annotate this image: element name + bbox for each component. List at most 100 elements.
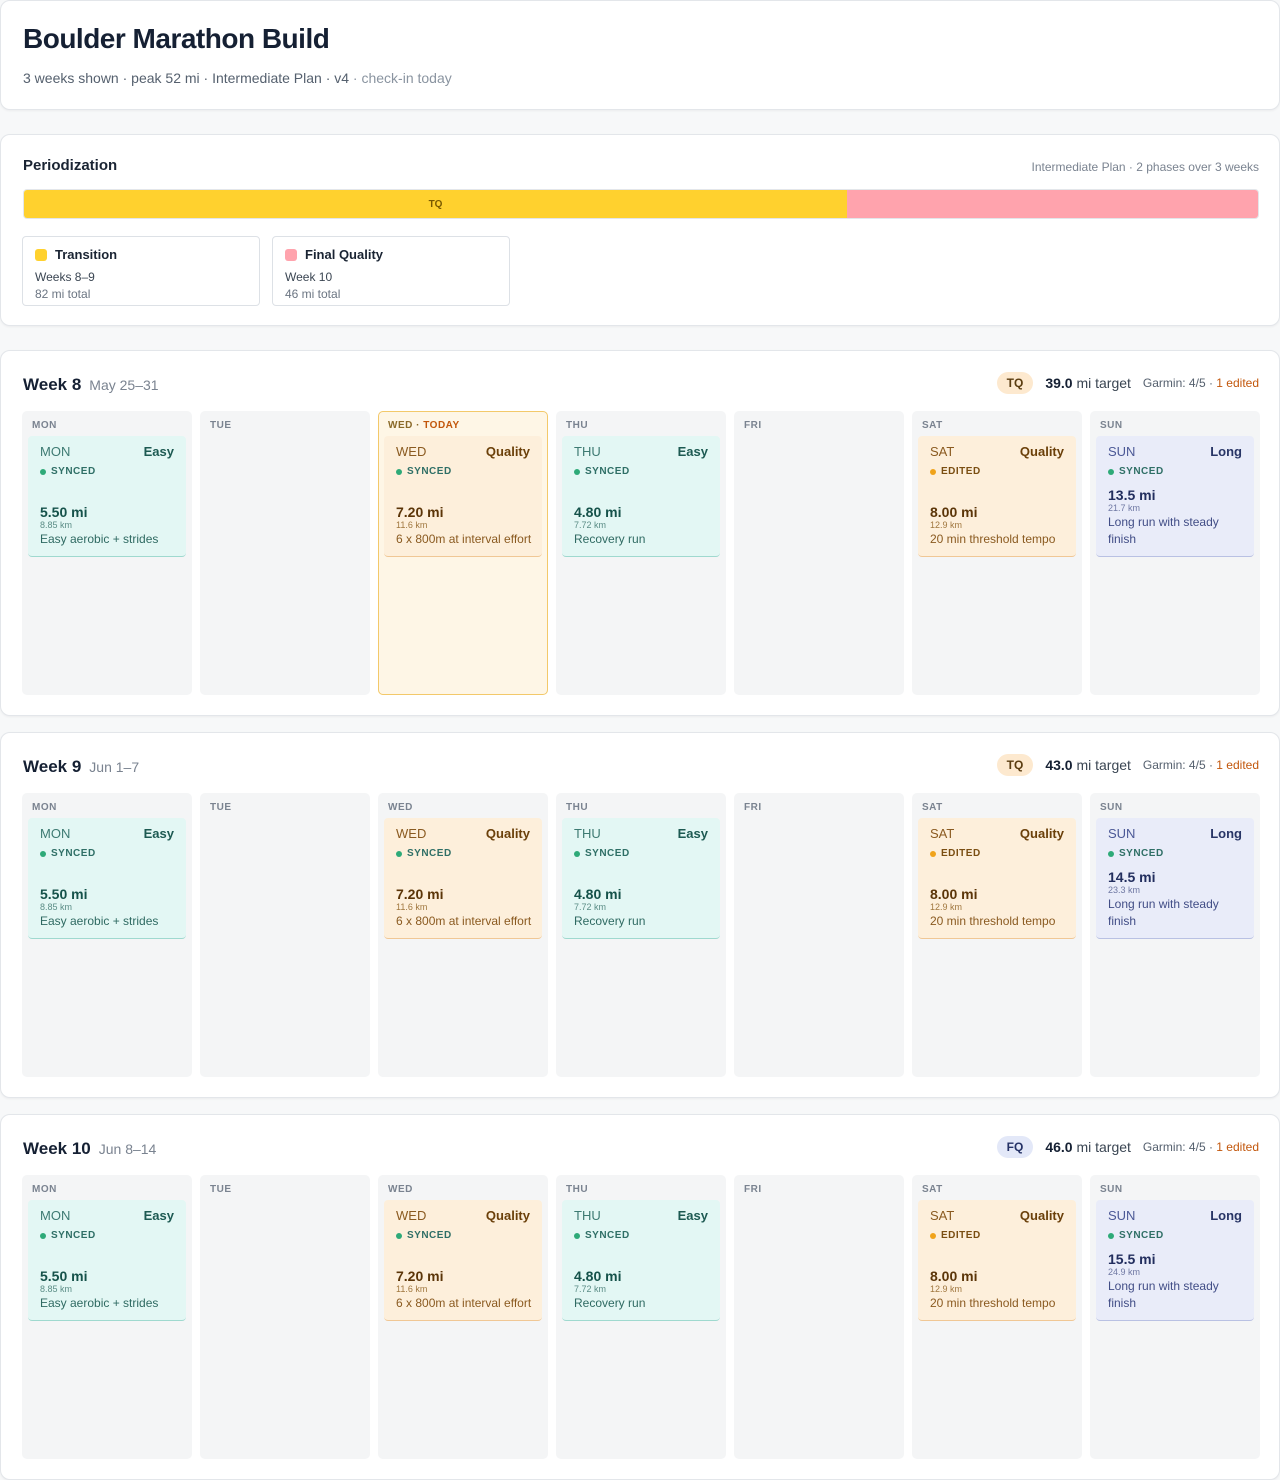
workout-card[interactable]: THU Easy SYNCED 4.80 mi 7.72 km Recovery run [562,436,720,557]
workout-card[interactable]: WED Quality SYNCED 7.20 mi 11.6 km 6 x 800m a… [384,436,542,557]
workout-card[interactable]: MON Easy SYNCED 5.50 mi 8.85 km Easy aerobic … [28,1200,186,1321]
workout-card[interactable]: THU Easy SYNCED 4.80 mi 7.72 km Recovery run [562,1200,720,1321]
workout-type: Easy [677,1208,708,1223]
status-dot-icon [40,850,46,857]
sync-status: SYNCED [1108,848,1242,859]
week-days: MON MON Easy SYNCED 5.50 mi 8.85 km Easy aerob… [22,793,1260,1077]
workout-card[interactable]: SAT Quality EDITED 8.00 mi 12.9 km 20 min thr… [918,436,1076,557]
day-column-sun[interactable]: SUN SUN Long SYNCED 15.5 mi 24.9 km Long run w… [1090,1175,1260,1459]
week-days: MON MON Easy SYNCED 5.50 mi 8.85 km Easy aerob… [22,1175,1260,1459]
week-dates: Jun 8–14 [98,1141,157,1157]
workout-day: MON [40,444,71,459]
week-summary: FQ 46.0 mi target Garmin: 4/5 · 1 edited [996,1135,1259,1159]
edited-count: 1 edited [1216,758,1259,772]
day-label: THU [566,802,589,813]
workout-card[interactable]: MON Easy SYNCED 5.50 mi 8.85 km Easy aerobic … [28,436,186,557]
workout-card[interactable]: SAT Quality EDITED 8.00 mi 12.9 km 20 min thr… [918,1200,1076,1321]
day-label: FRI [744,802,762,813]
workout-miles: 7.20 mi [396,1268,444,1284]
workout-card[interactable]: THU Easy SYNCED 4.80 mi 7.72 km Recovery run [562,818,720,939]
workout-km: 8.85 km [40,902,73,912]
phase-bar-segment[interactable]: TQ [24,190,848,218]
day-column-sat[interactable]: SAT SAT Quality EDITED 8.00 mi 12.9 km 20 min … [912,1175,1082,1459]
day-column-fri[interactable]: FRI [734,793,904,1077]
day-column-thu[interactable]: THU THU Easy SYNCED 4.80 mi 7.72 km Recovery r… [556,411,726,695]
phase-legend-name: Final Quality [285,247,497,262]
sync-status: EDITED [930,1230,1064,1241]
workout-type: Quality [1019,826,1064,841]
workout-miles: 4.80 mi [574,1268,622,1284]
day-column-fri[interactable]: FRI [734,411,904,695]
status-dot-icon [574,850,580,857]
day-column-mon[interactable]: MON MON Easy SYNCED 5.50 mi 8.85 km Easy aerob… [22,1175,192,1459]
phase-bar-segment[interactable] [847,190,1258,218]
periodization-title: Periodization [23,157,118,174]
workout-km: 8.85 km [40,520,73,530]
sync-status: SYNCED [574,1230,708,1241]
workout-day: WED [396,1208,427,1223]
workout-km: 12.9 km [930,1284,963,1294]
week-summary: TQ 39.0 mi target Garmin: 4/5 · 1 edited [996,371,1259,395]
workout-day: WED [396,826,427,841]
phase-legend-card[interactable]: Transition Weeks 8–9 82 mi total [22,236,260,306]
garmin-sync-status: Garmin: 4/5 · 1 edited [1142,758,1259,772]
workout-day: SAT [930,444,955,459]
day-column-tue[interactable]: TUE [200,411,370,695]
phase-legend-card[interactable]: Final Quality Week 10 46 mi total [272,236,510,306]
workout-description: Recovery run [574,914,646,928]
day-column-sat[interactable]: SAT SAT Quality EDITED 8.00 mi 12.9 km 20 min … [912,411,1082,695]
workout-km: 8.85 km [40,1284,73,1294]
day-column-tue[interactable]: TUE [200,1175,370,1459]
workout-day: THU [574,826,601,841]
day-column-wed[interactable]: WED · TODAY WED Quality SYNCED 7.20 mi 11.6 k… [378,411,548,695]
week-card: Week 8 May 25–31 TQ 39.0 mi target Garmin: 4… [0,350,1280,716]
day-column-wed[interactable]: WED WED Quality SYNCED 7.20 mi 11.6 km 6 x 800… [378,793,548,1077]
day-column-fri[interactable]: FRI [734,1175,904,1459]
periodization-meta: Intermediate Plan · 2 phases over 3 week… [1031,160,1259,174]
workout-card[interactable]: SUN Long SYNCED 14.5 mi 23.3 km Long run with… [1096,818,1254,939]
workout-km: 12.9 km [930,520,963,530]
workout-day: THU [574,444,601,459]
day-column-sun[interactable]: SUN SUN Long SYNCED 14.5 mi 23.3 km Long run w… [1090,793,1260,1077]
workout-description: Long run with steady finish [1108,515,1219,546]
workout-card[interactable]: MON Easy SYNCED 5.50 mi 8.85 km Easy aerobic … [28,818,186,939]
day-column-thu[interactable]: THU THU Easy SYNCED 4.80 mi 7.72 km Recovery r… [556,1175,726,1459]
status-dot-icon [930,468,936,475]
phase-badge: TQ [996,372,1034,394]
workout-km: 21.7 km [1108,503,1141,513]
day-label: MON [32,1184,57,1195]
phase-badge: FQ [996,1136,1034,1158]
day-label: FRI [744,420,762,431]
day-column-sat[interactable]: SAT SAT Quality EDITED 8.00 mi 12.9 km 20 min … [912,793,1082,1077]
sync-status: SYNCED [574,466,708,477]
workout-card[interactable]: SUN Long SYNCED 15.5 mi 24.9 km Long run with… [1096,1200,1254,1321]
workout-card[interactable]: WED Quality SYNCED 7.20 mi 11.6 km 6 x 800m a… [384,1200,542,1321]
workout-miles: 5.50 mi [40,504,88,520]
workout-miles: 8.00 mi [930,886,978,902]
day-column-sun[interactable]: SUN SUN Long SYNCED 13.5 mi 21.7 km Long run w… [1090,411,1260,695]
week-card: Week 9 Jun 1–7 TQ 43.0 mi target Garmin: 4/5… [0,732,1280,1098]
workout-card[interactable]: WED Quality SYNCED 7.20 mi 11.6 km 6 x 800m a… [384,818,542,939]
day-label: WED [388,1184,413,1195]
day-column-wed[interactable]: WED WED Quality SYNCED 7.20 mi 11.6 km 6 x 800… [378,1175,548,1459]
status-dot-icon [396,1232,402,1239]
day-label: THU [566,1184,589,1195]
workout-day: SAT [930,826,955,841]
day-column-mon[interactable]: MON MON Easy SYNCED 5.50 mi 8.85 km Easy aerob… [22,411,192,695]
day-column-tue[interactable]: TUE [200,793,370,1077]
workout-description: Long run with steady finish [1108,1279,1219,1310]
workout-miles: 13.5 mi [1108,487,1156,503]
sync-status: SYNCED [1108,466,1242,477]
workout-type: Easy [677,444,708,459]
day-label: FRI [744,1184,762,1195]
day-column-mon[interactable]: MON MON Easy SYNCED 5.50 mi 8.85 km Easy aerob… [22,793,192,1077]
workout-day: WED [396,444,427,459]
day-column-thu[interactable]: THU THU Easy SYNCED 4.80 mi 7.72 km Recovery r… [556,793,726,1077]
workout-card[interactable]: SUN Long SYNCED 13.5 mi 21.7 km Long run with… [1096,436,1254,557]
sync-status: SYNCED [396,1230,530,1241]
workout-description: Easy aerobic + strides [40,532,159,546]
workout-km: 7.72 km [574,902,607,912]
workout-miles: 14.5 mi [1108,869,1156,885]
workout-description: 6 x 800m at interval effort [396,914,532,928]
workout-card[interactable]: SAT Quality EDITED 8.00 mi 12.9 km 20 min thr… [918,818,1076,939]
